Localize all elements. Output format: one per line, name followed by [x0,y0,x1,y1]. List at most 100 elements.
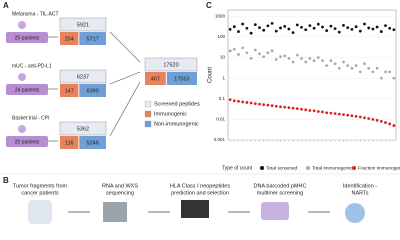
icon-monitor [181,200,209,218]
point [258,102,261,106]
point [283,54,287,58]
step-label: prediction and selection [171,190,229,196]
point [283,105,287,109]
point [379,76,383,80]
point [279,26,282,30]
legend-swatch [144,100,152,108]
point [316,110,320,113]
legend-label: Total immunogenic [312,165,353,171]
point [258,52,261,56]
point [350,27,354,31]
step-label: sequencing [106,190,134,196]
point [363,62,366,66]
immunogenic-box [145,72,166,85]
point [274,104,278,108]
point [291,31,295,35]
screened-box [59,17,107,32]
point [253,23,257,27]
patient-icon [18,125,26,133]
point [342,113,345,117]
legend-marker [260,166,264,170]
point [266,103,270,107]
y-tick-label: 0.1 [219,96,226,101]
point [358,29,362,33]
point [266,24,270,28]
point [329,111,333,115]
immunogenic-box [60,84,79,97]
point [274,58,278,61]
point [337,112,341,116]
point [287,106,291,110]
legend-label: Screened peptides [154,101,200,107]
point [333,62,337,66]
point [325,29,329,33]
patients-count: 20 patients [15,139,40,145]
point [354,25,358,29]
y-tick-label: 10 [220,55,226,60]
point [262,55,266,59]
patient-icon [18,21,26,29]
non-immunogenic-count: 6090 [87,88,99,94]
legend-title: Type of count [222,165,253,171]
point [392,124,396,127]
step-label: HLA Class I neopeptides [170,183,230,189]
arrow [109,71,141,85]
arrow [109,31,141,63]
point [371,70,375,74]
point [375,66,379,70]
immunogenic-count: 147 [65,88,74,94]
screened-count: 17520 [163,62,178,68]
panel-label: A [3,1,9,10]
point [304,60,308,64]
cohort-name: mUC - anti-PD-L1 [12,63,52,69]
point [337,30,341,34]
point [388,26,392,30]
icon-multimer [261,202,289,220]
legend-label: Fraction immunogenic [358,165,400,171]
point [325,64,329,68]
point [367,26,371,30]
point [321,25,324,29]
cohort-name: Melanoma - TIL-ACT [12,11,59,17]
point [358,70,362,74]
point [388,122,392,126]
non-immunogenic-box [166,72,197,85]
non-immunogenic-box [79,32,106,45]
patients-box [6,84,48,95]
point [316,22,320,26]
non-immunogenic-count: 17053 [174,76,189,82]
point [228,98,232,102]
point [241,46,245,50]
point [291,106,295,110]
point [249,31,253,35]
step-label: NARTs [351,190,368,196]
point [270,49,274,53]
point [304,108,308,112]
point [245,101,249,104]
immunogenic-count: 467 [151,76,160,82]
point [358,115,362,119]
point [312,109,316,113]
step-label: RNA and WXS [102,183,138,189]
point [237,99,240,103]
point [308,24,312,28]
patients-count: 25 patients [15,35,40,41]
y-tick-label: 100 [217,34,225,39]
immunogenic-count: 204 [65,36,74,42]
point [337,66,341,70]
point [367,117,371,120]
non-immunogenic-box [79,136,106,149]
point [321,59,324,63]
point [316,56,320,59]
point [304,28,308,32]
point [329,24,333,28]
screened-count: 5921 [77,22,89,28]
icon-sequencer [103,202,127,222]
point [375,25,379,29]
y-tick-label: 0.001 [214,137,226,142]
point [237,30,240,33]
point [363,22,366,26]
point [375,118,379,122]
y-tick-label: 0.01 [216,117,225,122]
screened-count: 6237 [77,74,89,80]
